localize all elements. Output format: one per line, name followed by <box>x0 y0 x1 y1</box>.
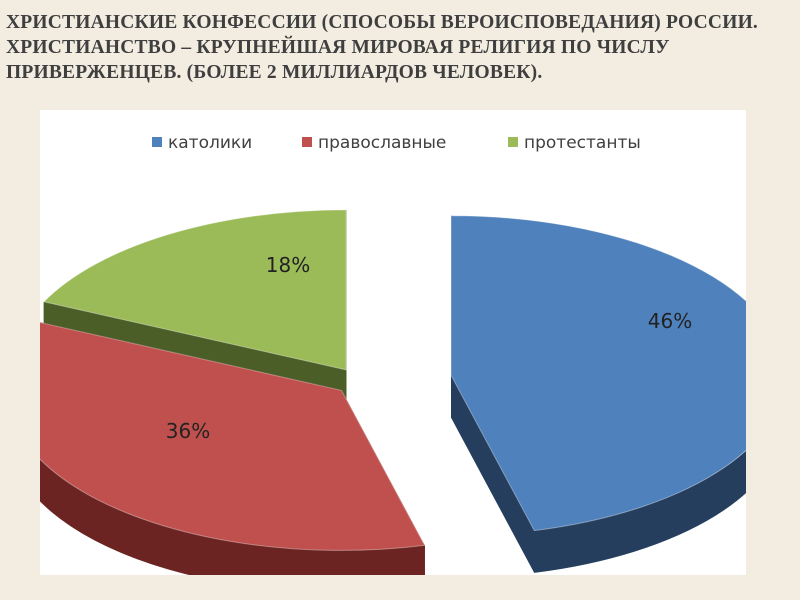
title-line-3: ПРИВЕРЖЕНЦЕВ. (БОЛЕЕ 2 МИЛЛИАРДОВ ЧЕЛОВЕ… <box>6 62 543 83</box>
legend-swatch-2 <box>508 137 518 147</box>
data-label-1: 36% <box>166 419 210 443</box>
slice-top-2 <box>42 209 347 371</box>
pie-chart: католики православные протестанты 46% 36% 18… <box>40 133 746 575</box>
pie-data-labels: 46% 36% 18% <box>166 253 692 443</box>
chart-panel: католики православные протестанты 46% 36% 18… <box>40 110 746 575</box>
title-line-2: ХРИСТИАНСТВО – КРУПНЕЙШАЯ МИРОВАЯ РЕЛИГИ… <box>6 37 670 58</box>
legend-label-2: протестанты <box>524 133 641 153</box>
legend-item-2: протестанты <box>508 133 641 153</box>
legend-label-1: православные <box>318 133 446 153</box>
legend-item-0: католики <box>152 133 252 153</box>
data-label-2: 18% <box>266 253 310 277</box>
slice-rim-0 <box>534 450 746 573</box>
title-line-1: ХРИСТИАНСКИЕ КОНФЕССИИ (СПОСОБЫ ВЕРОИСПО… <box>6 12 759 33</box>
pie-slices <box>40 209 746 575</box>
slice-top-0 <box>450 215 746 532</box>
legend-label-0: католики <box>168 133 252 153</box>
chart-legend: католики православные протестанты <box>152 133 641 153</box>
legend-item-1: православные <box>302 133 446 153</box>
legend-swatch-0 <box>152 137 162 147</box>
pie-slice-0 <box>450 215 746 573</box>
slide-title: ХРИСТИАНСКИЕ КОНФЕССИИ (СПОСОБЫ ВЕРОИСПО… <box>6 10 786 85</box>
pie-slice-1 <box>40 321 426 575</box>
legend-swatch-1 <box>302 137 312 147</box>
slice-top-1 <box>40 321 426 551</box>
data-label-0: 46% <box>648 309 692 333</box>
